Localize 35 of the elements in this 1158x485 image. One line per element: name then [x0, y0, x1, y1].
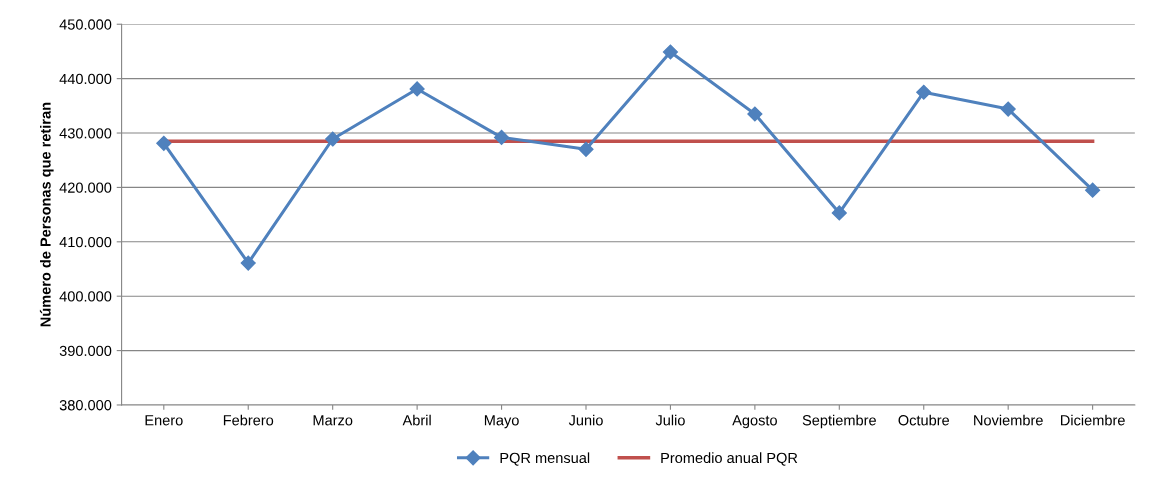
x-tick-label: Agosto: [732, 415, 777, 429]
legend-label: Promedio anual PQR: [661, 452, 798, 466]
point: [578, 141, 594, 157]
point: [831, 205, 847, 221]
legend-label: PQR mensual: [500, 452, 590, 466]
point: [1085, 182, 1101, 198]
point: [409, 81, 425, 97]
point: [747, 106, 763, 122]
x-tick-label: Mayo: [484, 415, 519, 429]
point: [325, 131, 341, 147]
x-tick-label: Septiembre: [802, 414, 876, 429]
point: [493, 129, 510, 145]
y-tick-label: 420.000: [59, 182, 112, 193]
y-tick-label: 450.000: [59, 19, 112, 30]
x-tick-label: Marzo: [313, 415, 353, 426]
x-tick-label: Junio: [568, 414, 603, 426]
y-axis-title: Número de Personas que retiran: [39, 102, 54, 327]
y-tick-label: 430.000: [59, 128, 112, 139]
x-tick-label: Julio: [655, 414, 685, 426]
x-tick-label: Abril: [402, 414, 431, 426]
point: [1000, 101, 1016, 117]
y-tick-label: 400.000: [59, 291, 112, 302]
y-tick-label: 390.000: [59, 345, 112, 357]
x-tick-label: Febrero: [223, 414, 274, 426]
point: [916, 84, 932, 100]
x-tick-label: Noviembre: [974, 414, 1043, 426]
x-tick-label: Enero: [145, 415, 183, 426]
y-tick-label: 410.000: [59, 236, 112, 248]
point: [240, 255, 256, 271]
point: [662, 44, 679, 60]
y-tick-label: 440.000: [59, 73, 112, 85]
y-tick-label: 380.000: [59, 400, 112, 411]
x-tick-label: Diciembre: [1061, 414, 1125, 426]
point: [156, 135, 172, 151]
x-tick-label: Octubre: [898, 414, 950, 426]
